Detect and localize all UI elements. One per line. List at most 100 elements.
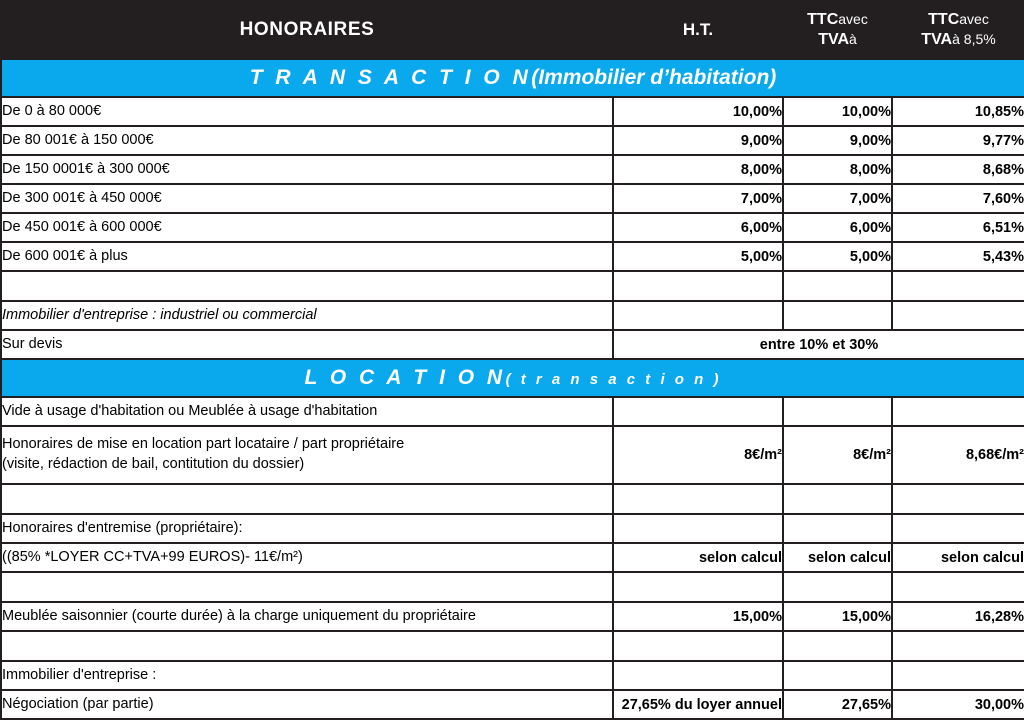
table-row: De 80 001€ à 150 000€ 9,00% 9,00% 9,77% (0, 125, 1024, 156)
row-ttc2-value: 5,43% (891, 241, 1024, 272)
header-ttc-tva: TTCavec TVAà (782, 0, 893, 60)
row-entremise-title: Honoraires d'entremise (propriétaire): (0, 513, 1024, 544)
row-label: ((85% *LOYER CC+TVA+99 EUROS)- 11€/m²) (0, 542, 614, 573)
row-ht-value (612, 300, 784, 331)
spacer-ht (612, 571, 784, 603)
section-banner-transaction: T R A N S A C T I O N(Immobilier d’habit… (0, 58, 1024, 98)
row-ht-value (612, 396, 784, 427)
row-ht-value: 8,00% (612, 154, 784, 185)
row-label-line1: Honoraires de mise en location part loca… (2, 436, 405, 453)
header-ttc1-line2-small: à (849, 31, 857, 47)
row-ttc2-value: 6,51% (891, 212, 1024, 243)
row-label: Immobilier d'entreprise : industriel ou … (0, 300, 614, 331)
spacer-ttc2 (891, 483, 1024, 515)
row-usage-habitation: Vide à usage d'habitation ou Meublée à u… (0, 396, 1024, 427)
row-label: Meublée saisonnier (courte durée) à la c… (0, 601, 614, 632)
row-ht-value: 9,00% (612, 125, 784, 156)
row-immobilier-entreprise-transaction: Immobilier d'entreprise : industriel ou … (0, 300, 1024, 331)
spacer-label (0, 270, 614, 302)
header-ttc2-line1-bold: TTC (928, 10, 960, 28)
header-honoraires: HONORAIRES (0, 0, 614, 60)
table-header-row: HONORAIRES H.T. TTCavec TVAà TTCavec TVA… (0, 0, 1024, 60)
row-ttc1-value: 8€/m² (782, 425, 893, 485)
row-label: Négociation (par partie) (0, 689, 614, 720)
row-mise-en-location: Honoraires de mise en location part loca… (0, 425, 1024, 485)
row-label: De 0 à 80 000€ (0, 96, 614, 127)
row-label: De 450 001€ à 600 000€ (0, 212, 614, 243)
row-label: Sur devis (0, 329, 614, 360)
spacer-label (0, 483, 614, 515)
spacer-ttc2 (891, 630, 1024, 662)
section-title-transaction: T R A N S A C T I O N(Immobilier d’habit… (250, 66, 777, 89)
row-label: Honoraires de mise en location part loca… (0, 425, 614, 485)
row-label: De 150 0001€ à 300 000€ (0, 154, 614, 185)
table-row: De 450 001€ à 600 000€ 6,00% 6,00% 6,51% (0, 212, 1024, 243)
spacer-ttc2 (891, 270, 1024, 302)
spacer-row (0, 571, 1024, 603)
spacer-ttc1 (782, 630, 893, 662)
section-banner-location: L O C A T I O N( t r a n s a c t i o n ) (0, 358, 1024, 398)
row-ht-value: 15,00% (612, 601, 784, 632)
row-ht-value: 7,00% (612, 183, 784, 214)
row-ttc2-value (891, 660, 1024, 691)
row-ttc1-value (782, 513, 893, 544)
table-row: De 600 001€ à plus 5,00% 5,00% 5,43% (0, 241, 1024, 272)
header-ttc1-line2-bold: TVA (818, 31, 849, 48)
row-ttc1-value: 6,00% (782, 212, 893, 243)
section-title-location-sub: ( t r a n s a c t i o n ) (505, 371, 722, 388)
row-ht-value (612, 660, 784, 691)
spacer-ht (612, 483, 784, 515)
spacer-ttc2 (891, 571, 1024, 603)
spacer-label (0, 630, 614, 662)
header-ttc2-line2-bold: TVA (921, 31, 953, 48)
spacer-ttc1 (782, 270, 893, 302)
row-label: De 300 001€ à 450 000€ (0, 183, 614, 214)
row-ht-value: selon calcul (612, 542, 784, 573)
section-title-transaction-sub: (Immobilier d’habitation) (531, 66, 777, 89)
spacer-ttc1 (782, 571, 893, 603)
row-ttc1-value: 8,00% (782, 154, 893, 185)
row-label: Vide à usage d'habitation ou Meublée à u… (0, 396, 614, 427)
row-ttc2-value: 30,00% (891, 689, 1024, 720)
row-ttc2-value (891, 513, 1024, 544)
row-ttc1-value: 7,00% (782, 183, 893, 214)
header-ttc1-line1-bold: TTC (807, 10, 839, 28)
row-ttc1-value (782, 300, 893, 331)
section-banner-location-cell: L O C A T I O N( t r a n s a c t i o n ) (0, 358, 1024, 398)
row-label: Immobilier d'entreprise : (0, 660, 614, 691)
row-ttc2-value (891, 396, 1024, 427)
row-ttc2-value: 16,28% (891, 601, 1024, 632)
spacer-row (0, 483, 1024, 515)
header-ttc2-line1-small: avec (959, 10, 989, 27)
header-ht: H.T. (612, 0, 784, 60)
row-label: De 80 001€ à 150 000€ (0, 125, 614, 156)
row-ttc1-value: 9,00% (782, 125, 893, 156)
header-ttc1-line1-small: avec (838, 10, 868, 27)
spacer-row (0, 270, 1024, 302)
row-ttc2-value: 8,68% (891, 154, 1024, 185)
table-row: De 150 0001€ à 300 000€ 8,00% 8,00% 8,68… (0, 154, 1024, 185)
row-ttc2-value: selon calcul (891, 542, 1024, 573)
row-negociation: Négociation (par partie) 27,65% du loyer… (0, 689, 1024, 720)
section-title-transaction-main: T R A N S A C T I O N (249, 66, 532, 89)
row-ht-value: 5,00% (612, 241, 784, 272)
row-label: De 600 001€ à plus (0, 241, 614, 272)
table-row: De 300 001€ à 450 000€ 7,00% 7,00% 7,60% (0, 183, 1024, 214)
row-label: Honoraires d'entremise (propriétaire): (0, 513, 614, 544)
sur-devis-value: entre 10% et 30% (612, 329, 1024, 360)
row-meublee-saisonnier: Meublée saisonnier (courte durée) à la c… (0, 601, 1024, 632)
spacer-ht (612, 270, 784, 302)
spacer-ttc1 (782, 483, 893, 515)
spacer-row (0, 630, 1024, 662)
row-label-line2: (visite, rédaction de bail, contitution … (2, 456, 305, 472)
row-ht-value (612, 513, 784, 544)
spacer-label (0, 571, 614, 603)
row-ht-value: 10,00% (612, 96, 784, 127)
row-ht-value: 27,65% du loyer annuel (612, 689, 784, 720)
section-banner-transaction-cell: T R A N S A C T I O N(Immobilier d’habit… (0, 58, 1024, 98)
row-ttc1-value: 15,00% (782, 601, 893, 632)
row-ttc2-value: 7,60% (891, 183, 1024, 214)
section-title-location-main: L O C A T I O N (304, 366, 506, 389)
row-ttc2-value: 10,85% (891, 96, 1024, 127)
row-ttc2-value (891, 300, 1024, 331)
